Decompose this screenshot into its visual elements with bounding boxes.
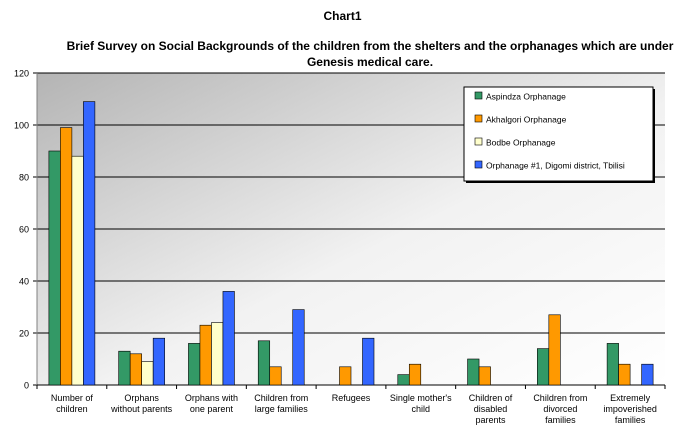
legend-swatch — [474, 91, 483, 100]
bar — [188, 343, 201, 386]
bar — [257, 340, 271, 386]
legend-label: Bodbe Orphanage — [486, 138, 556, 148]
bar — [48, 150, 61, 386]
legend-label: Orphanage #1, Digomi district, Tbilisi — [486, 161, 625, 171]
bar — [339, 366, 352, 386]
bar — [478, 366, 491, 386]
chart-label: Chart1 — [323, 9, 362, 23]
bar — [537, 348, 550, 386]
x-tick-label: Number of children — [51, 393, 94, 414]
bar — [467, 358, 480, 386]
y-tick-label: 20 — [19, 329, 29, 339]
bar — [199, 324, 212, 386]
bar — [83, 101, 96, 386]
bar — [222, 291, 235, 386]
legend-swatch — [474, 114, 483, 123]
bar — [641, 363, 654, 386]
bar — [211, 322, 224, 386]
x-tick-label: Children of disabled parents — [469, 393, 513, 425]
x-tick-label: Single mother's child — [390, 393, 452, 414]
chart-title: Brief Survey on Social Backgrounds of th… — [66, 39, 674, 69]
bar — [618, 363, 631, 386]
bar — [397, 374, 410, 386]
bar — [362, 337, 375, 386]
bar — [152, 337, 165, 386]
legend-swatch — [474, 137, 483, 146]
x-tick-label: Extremely impoverished families — [603, 393, 657, 425]
bar — [292, 309, 305, 386]
y-tick-label: 120 — [14, 69, 29, 79]
bar — [71, 155, 84, 386]
bar — [408, 363, 422, 386]
y-tick-label: 80 — [19, 173, 29, 183]
bar — [606, 343, 619, 386]
legend-label: Aspindza Orphanage — [486, 92, 566, 102]
bar — [548, 314, 561, 386]
legend — [463, 86, 654, 182]
y-tick-label: 60 — [19, 225, 29, 235]
y-tick-label: 40 — [19, 277, 29, 287]
x-tick-label: Children from divorced families — [533, 393, 587, 425]
bar — [118, 350, 131, 386]
bar — [141, 361, 154, 386]
y-tick-label: 0 — [24, 381, 29, 391]
x-tick-label: Orphans with one parent — [185, 393, 238, 414]
y-tick-label: 100 — [14, 121, 29, 131]
x-tick-label: Refugees — [332, 393, 371, 403]
bar — [60, 127, 73, 386]
legend-swatch — [474, 160, 483, 169]
legend-label: Akhalgori Orphanage — [486, 115, 567, 125]
x-tick-label: Children from large families — [254, 393, 308, 414]
bar — [129, 353, 142, 386]
bar — [269, 366, 282, 386]
x-tick-label: Orphans without parents — [110, 393, 173, 414]
